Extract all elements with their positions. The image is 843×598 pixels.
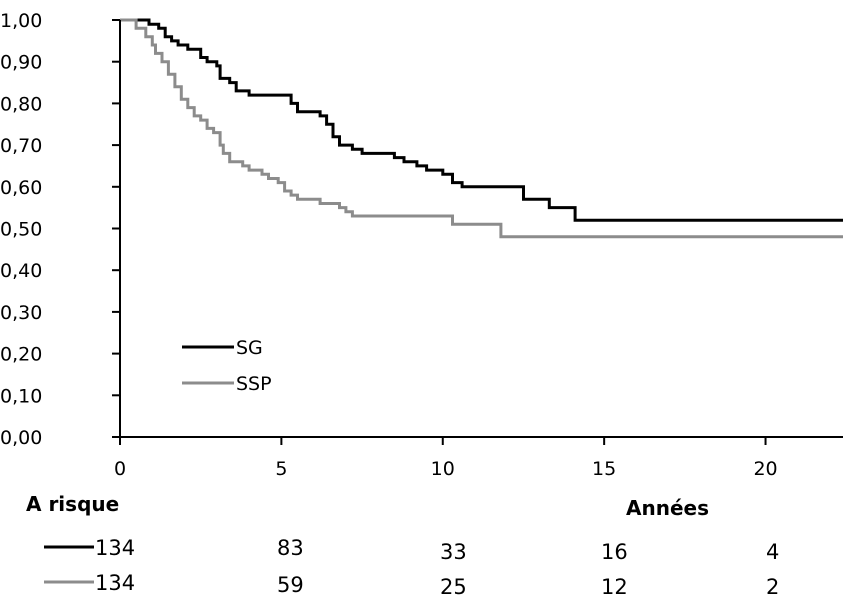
- risk-value: 134: [95, 536, 135, 560]
- risk-value: 134: [95, 571, 135, 595]
- x-tick-label: 10: [431, 458, 455, 480]
- x-tick-label: 5: [275, 458, 287, 480]
- x-tick-label: 20: [753, 458, 777, 480]
- x-axis-ticks: 0 5 10 15 20: [114, 437, 778, 480]
- y-tick-label: 0,80: [0, 93, 42, 115]
- y-axis-ticks: 0,00 0,10 0,20 0,30 0,40 0,50 0,60 0,70 0,80 0,90…: [0, 10, 120, 449]
- series-line-sg: [120, 18, 843, 222]
- x-tick-label: 15: [592, 458, 616, 480]
- x-tick-label: 0: [114, 458, 126, 480]
- risk-value: 59: [277, 573, 304, 597]
- y-tick-label: 0,60: [0, 177, 42, 199]
- legend-label-sg: SG: [236, 337, 263, 359]
- risk-value: 33: [440, 540, 467, 564]
- y-tick-label: 0,20: [0, 344, 42, 366]
- risk-table: A risque Années 134 83 33 16 4 134 59 25…: [26, 492, 779, 598]
- y-tick-label: 0,40: [0, 260, 42, 282]
- y-tick-label: 0,90: [0, 52, 42, 74]
- y-tick-label: 1,00: [0, 10, 42, 32]
- x-axis-label: Années: [626, 496, 709, 520]
- legend: SG SSP: [182, 337, 272, 395]
- risk-value: 12: [601, 575, 628, 598]
- legend-label-ssp: SSP: [236, 373, 272, 395]
- series-layer: [120, 18, 843, 239]
- y-tick-label: 0,30: [0, 302, 42, 324]
- y-tick-label: 0,50: [0, 219, 42, 241]
- y-tick-label: 0,10: [0, 385, 42, 407]
- risk-value: 83: [277, 536, 304, 560]
- risk-table-title: A risque: [26, 492, 119, 516]
- y-tick-label: 0,70: [0, 135, 42, 157]
- risk-value: 4: [766, 540, 779, 564]
- risk-value: 2: [766, 575, 779, 598]
- risk-value: 16: [601, 540, 628, 564]
- y-tick-label: 0,00: [0, 427, 42, 449]
- series-line-ssp: [120, 18, 843, 239]
- risk-value: 25: [440, 575, 467, 598]
